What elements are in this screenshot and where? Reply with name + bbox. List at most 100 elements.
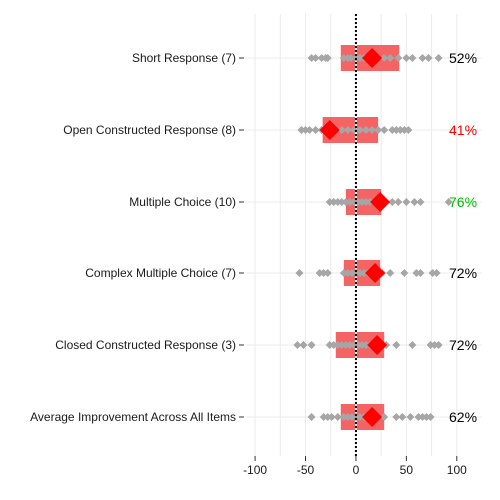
data-point <box>339 54 348 62</box>
data-point <box>394 54 403 62</box>
data-point <box>343 269 352 277</box>
data-point <box>434 54 443 62</box>
data-point <box>297 126 306 134</box>
data-point <box>329 341 338 349</box>
category-label: Open Constructed Response (8) <box>63 123 236 137</box>
mean-marker <box>365 263 386 283</box>
x-tick-label: -50 <box>297 463 315 477</box>
data-point <box>357 198 366 206</box>
data-point <box>341 341 350 349</box>
data-point <box>323 54 332 62</box>
x-axis: -100 -50 0 50 100 <box>243 456 467 477</box>
data-point <box>416 269 425 277</box>
data-point <box>355 413 364 421</box>
data-point <box>325 341 334 349</box>
data-point <box>347 413 356 421</box>
mean-layer <box>319 48 391 427</box>
box-layer <box>322 45 400 430</box>
data-point <box>408 54 417 62</box>
data-point <box>408 341 417 349</box>
percent-label: 62% <box>449 409 477 425</box>
category-label: Short Response (7) <box>132 51 236 65</box>
data-point <box>388 198 397 206</box>
data-point <box>343 413 352 421</box>
data-point <box>307 413 316 421</box>
mean-marker <box>370 192 391 212</box>
data-point <box>432 269 441 277</box>
data-point <box>418 413 427 421</box>
data-point <box>402 198 411 206</box>
data-point <box>355 269 364 277</box>
data-point <box>400 126 409 134</box>
data-point <box>337 341 346 349</box>
data-point <box>327 413 336 421</box>
data-point <box>398 413 407 421</box>
grid-layer <box>245 14 482 456</box>
data-point <box>299 341 308 349</box>
data-point <box>430 341 439 349</box>
data-point <box>311 54 320 62</box>
data-point <box>428 269 437 277</box>
data-point <box>414 413 423 421</box>
data-point <box>418 54 427 62</box>
data-point <box>295 269 304 277</box>
data-point <box>360 269 369 277</box>
data-point <box>351 269 360 277</box>
data-point <box>355 54 364 62</box>
data-point <box>380 54 389 62</box>
data-point <box>362 198 371 206</box>
data-point <box>346 54 355 62</box>
percent-label: 72% <box>449 265 477 281</box>
data-point <box>426 341 435 349</box>
data-point <box>410 198 419 206</box>
data-point <box>404 126 413 134</box>
data-point <box>400 269 409 277</box>
data-point <box>424 54 433 62</box>
data-point <box>362 341 371 349</box>
data-point <box>416 198 425 206</box>
data-point <box>351 413 360 421</box>
data-point <box>444 198 453 206</box>
category-label: Closed Constructed Response (3) <box>55 338 236 352</box>
data-point <box>368 126 377 134</box>
percent-label: 72% <box>449 337 477 353</box>
data-point <box>392 126 401 134</box>
data-point <box>392 341 401 349</box>
category-label: Multiple Choice (10) <box>129 195 236 209</box>
data-point <box>319 413 328 421</box>
category-label: Complex Multiple Choice (7) <box>85 266 236 280</box>
data-point <box>339 269 348 277</box>
x-tick-label: 100 <box>447 463 467 477</box>
data-point <box>345 341 354 349</box>
data-point <box>355 126 364 134</box>
percent-label: 41% <box>449 122 477 138</box>
data-point <box>388 126 397 134</box>
x-tick-label: 50 <box>400 463 414 477</box>
data-point <box>392 413 401 421</box>
data-point <box>380 413 389 421</box>
data-point <box>366 198 375 206</box>
mean-marker <box>367 335 388 355</box>
data-point <box>319 269 328 277</box>
data-point <box>337 126 346 134</box>
data-point <box>347 269 356 277</box>
data-point <box>333 198 342 206</box>
data-point <box>307 341 316 349</box>
data-point <box>380 126 389 134</box>
data-point <box>386 269 395 277</box>
data-point <box>402 54 411 62</box>
data-point <box>339 413 348 421</box>
data-point <box>337 198 346 206</box>
data-point <box>317 54 326 62</box>
data-point <box>345 198 354 206</box>
data-point <box>341 198 350 206</box>
data-point <box>301 126 310 134</box>
data-point <box>426 413 435 421</box>
data-point <box>333 341 342 349</box>
percent-label: 52% <box>449 50 477 66</box>
point-layer <box>293 54 453 421</box>
mean-marker <box>319 120 340 140</box>
data-point <box>396 126 405 134</box>
data-point <box>406 413 415 421</box>
